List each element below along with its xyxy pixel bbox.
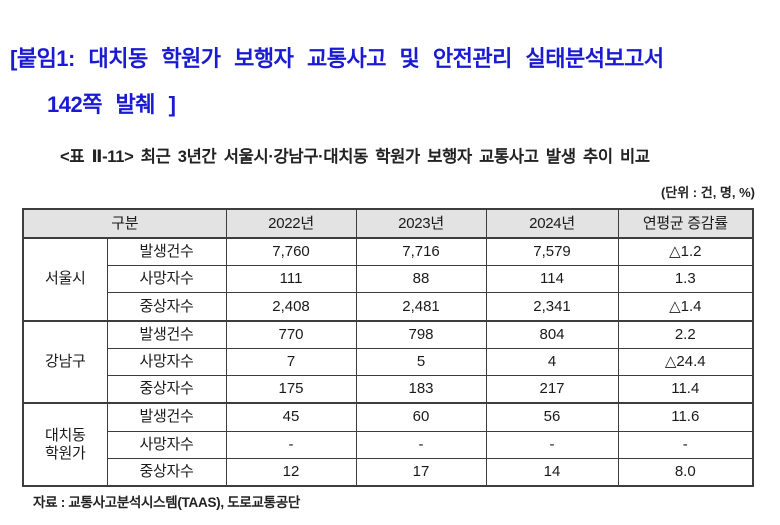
value-cell: 8.0 <box>617 457 754 487</box>
value-cell: 45 <box>225 402 357 432</box>
table-row: 중상자수 2,408 2,481 2,341 △1.4 <box>23 292 754 322</box>
source-note: 자료 : 교통사고분석시스템(TAAS), 도로교통공단 <box>33 495 300 510</box>
value-cell: 11.6 <box>617 402 754 432</box>
table-row: 대치동 학원가 발생건수 45 60 56 11.6 <box>22 402 754 487</box>
value-cell: 183 <box>355 375 487 404</box>
value-cell: 7,579 <box>485 237 619 267</box>
page-title-line2: 142쪽 발췌 ] <box>47 92 176 117</box>
value-cell: 175 <box>225 375 357 404</box>
table-row: 중상자수 12 17 14 8.0 <box>23 457 754 487</box>
value-cell: 217 <box>485 375 619 404</box>
metric-label: 중상자수 <box>106 457 227 487</box>
value-cell: - <box>617 430 754 459</box>
value-cell: 798 <box>355 319 487 349</box>
page-title-line1: [붙임1: 대치동 학원가 보행자 교통사고 및 안전관리 실태분석보고서 <box>10 46 664 71</box>
metric-label: 사망자수 <box>106 430 227 459</box>
value-cell: 2,481 <box>355 292 487 322</box>
header-cell-2023: 2023년 <box>355 208 487 239</box>
table-row: 사망자수 7 5 4 △24.4 <box>23 347 754 377</box>
value-cell: 17 <box>355 457 487 487</box>
value-cell: 1.3 <box>617 265 754 294</box>
value-cell: 114 <box>485 265 619 294</box>
value-cell: 60 <box>355 402 487 432</box>
table-caption: <표 Ⅱ-11> 최근 3년간 서울시·강남구·대치동 학원가 보행자 교통사고… <box>60 148 650 166</box>
value-cell: 56 <box>485 402 619 432</box>
table-row: 서울시 발생건수 7,760 7,716 7,579 △1.2 <box>22 237 754 322</box>
value-cell: 804 <box>485 319 619 349</box>
metric-label: 중상자수 <box>106 292 227 322</box>
group-label: 강남구 <box>22 319 108 404</box>
value-cell: - <box>485 430 619 459</box>
table-row: 중상자수 175 183 217 11.4 <box>23 375 754 404</box>
value-cell: 2.2 <box>617 319 754 349</box>
table-body: 서울시 발생건수 7,760 7,716 7,579 △1.2 사망자수 111 88 114 1.… <box>22 237 754 487</box>
header-cell-2022: 2022년 <box>225 208 357 239</box>
value-cell: 770 <box>225 319 357 349</box>
value-cell: 14 <box>485 457 619 487</box>
value-cell: 2,408 <box>225 292 357 322</box>
table-header-row: 구분 2022년 2023년 2024년 연평균 증감률 <box>22 208 754 239</box>
value-cell: △1.4 <box>617 292 754 322</box>
accident-stats-table: 구분 2022년 2023년 2024년 연평균 증감률 서울시 발생건수 7,76… <box>22 208 755 487</box>
value-cell: 11.4 <box>617 375 754 404</box>
metric-label: 중상자수 <box>106 375 227 404</box>
header-cell-category: 구분 <box>22 208 227 239</box>
group-label: 서울시 <box>22 237 108 322</box>
value-cell: 12 <box>225 457 357 487</box>
table-row: 사망자수 111 88 114 1.3 <box>23 265 754 294</box>
value-cell: 7,716 <box>355 237 487 267</box>
metric-label: 사망자수 <box>106 347 227 377</box>
metric-label: 발생건수 <box>106 237 227 267</box>
metric-label: 발생건수 <box>106 402 227 432</box>
value-cell: 4 <box>485 347 619 377</box>
value-cell: △24.4 <box>617 347 754 377</box>
value-cell: - <box>225 430 357 459</box>
metric-label: 사망자수 <box>106 265 227 294</box>
table-row: 사망자수 - - - - <box>23 430 754 459</box>
value-cell: 5 <box>355 347 487 377</box>
value-cell: 111 <box>225 265 357 294</box>
table-header: 구분 2022년 2023년 2024년 연평균 증감률 <box>22 208 754 239</box>
value-cell: 2,341 <box>485 292 619 322</box>
value-cell: 7,760 <box>225 237 357 267</box>
value-cell: - <box>355 430 487 459</box>
value-cell: △1.2 <box>617 237 754 267</box>
value-cell: 88 <box>355 265 487 294</box>
header-cell-avg-rate: 연평균 증감률 <box>617 208 754 239</box>
metric-label: 발생건수 <box>106 319 227 349</box>
table-row: 강남구 발생건수 770 798 804 2.2 <box>22 319 754 404</box>
value-cell: 7 <box>225 347 357 377</box>
group-label: 대치동 학원가 <box>22 402 108 487</box>
unit-note: (단위 : 건, 명, %) <box>660 185 755 200</box>
header-cell-2024: 2024년 <box>485 208 619 239</box>
